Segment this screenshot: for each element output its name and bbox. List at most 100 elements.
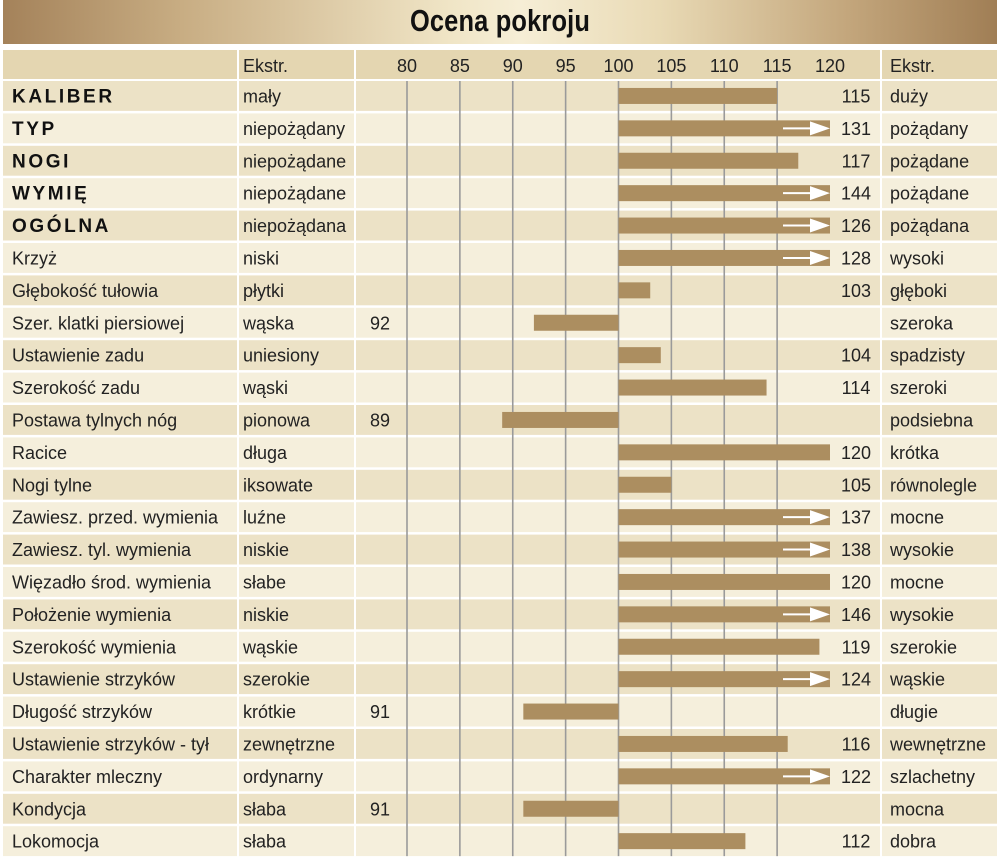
row-cell [239, 469, 354, 500]
bar [618, 249, 830, 266]
bar [618, 152, 799, 169]
low-extreme-label: słabe [243, 572, 286, 592]
row-cell [3, 340, 237, 371]
low-extreme-label: słaba [243, 799, 287, 819]
overflow-arrow-head [810, 542, 830, 557]
tick-label: 85 [450, 56, 470, 76]
row-cell [239, 372, 354, 403]
row-cell [239, 210, 354, 241]
bar [618, 833, 746, 850]
value-label: 124 [841, 670, 871, 690]
bar [618, 347, 661, 364]
low-extreme-label: niskie [243, 605, 289, 625]
row-cell [239, 307, 354, 338]
row-cell [882, 81, 997, 111]
row-cell [3, 664, 237, 695]
row-cell [239, 178, 354, 209]
trait-name: Krzyż [12, 248, 57, 268]
row-cell [882, 210, 997, 241]
value-label: 114 [842, 378, 871, 398]
title-bar: Ocena pokroju [3, 0, 997, 44]
value-label: 112 [842, 832, 871, 852]
bar [618, 185, 830, 202]
row-cell [3, 437, 237, 468]
row-cell [882, 761, 997, 792]
row-cell [239, 534, 354, 565]
trait-name: Nogi tylne [12, 475, 92, 495]
trait-name: Długość strzyków [12, 702, 153, 722]
bar [523, 703, 619, 720]
row-cell [239, 567, 354, 597]
high-extreme-label: pożądana [890, 216, 970, 236]
row-cell [239, 696, 354, 727]
value-label: 119 [842, 637, 871, 657]
trait-name: Postawa tylnych nóg [12, 410, 177, 430]
row-cell [3, 275, 237, 306]
row-cell [239, 437, 354, 468]
header-cell [239, 50, 354, 79]
low-extreme-label: wąskie [242, 637, 298, 657]
row-cell [3, 81, 237, 111]
high-extreme-label: dobra [890, 832, 937, 852]
value-label: 122 [841, 767, 871, 787]
row-cell [3, 793, 237, 824]
tick-label: 100 [603, 56, 633, 76]
value-label: 105 [841, 475, 871, 495]
bar [618, 509, 830, 526]
row-cell [239, 599, 354, 630]
high-extreme-label: pożądany [890, 119, 968, 139]
high-extreme-label: mocna [890, 799, 945, 819]
tick-label: 120 [815, 56, 845, 76]
low-extreme-label: iksowate [243, 475, 313, 495]
row-cell [239, 113, 354, 144]
trait-name: Ustawienie zadu [12, 346, 144, 366]
row-cell [3, 826, 237, 857]
overflow-arrow-head [810, 769, 830, 784]
header-left-extreme: Ekstr. [243, 56, 288, 76]
row-cell [239, 502, 354, 533]
high-extreme-label: krótka [890, 443, 940, 463]
row-cell [882, 664, 997, 695]
bar [618, 476, 672, 493]
low-extreme-label: wąski [242, 378, 288, 398]
tick-label: 95 [556, 56, 576, 76]
high-extreme-label: mocne [890, 508, 944, 528]
high-extreme-label: pożądane [890, 151, 969, 171]
row-cell [239, 243, 354, 273]
overflow-arrow-head [810, 607, 830, 622]
low-extreme-label: niepożądane [243, 184, 346, 204]
row-cell [239, 145, 354, 176]
row-cell [239, 793, 354, 824]
high-extreme-label: głęboki [890, 281, 947, 301]
value-label: 115 [842, 86, 871, 106]
value-label: 138 [841, 540, 871, 560]
high-extreme-label: podsiebna [890, 410, 974, 430]
trait-name: Charakter mleczny [12, 767, 162, 787]
overflow-arrow-head [810, 218, 830, 233]
trait-name: Położenie wymienia [12, 605, 172, 625]
header-cell [3, 50, 237, 79]
low-extreme-label: zewnętrzne [243, 734, 335, 754]
trait-name: Lokomocja [12, 832, 100, 852]
row-cell [239, 664, 354, 695]
row-cell [3, 178, 237, 209]
trait-name: TYP [12, 119, 57, 140]
chart-title: Ocena pokroju [409, 3, 591, 38]
value-label: 91 [370, 702, 390, 722]
row-cell [3, 372, 237, 403]
row-cell [239, 729, 354, 759]
row-cell [882, 437, 997, 468]
row-cell [882, 599, 997, 630]
row-cell [882, 243, 997, 273]
high-extreme-label: szeroki [890, 378, 947, 398]
bar [618, 735, 788, 752]
low-extreme-label: wąska [242, 313, 295, 333]
trait-name: WYMIĘ [12, 184, 89, 205]
low-extreme-label: niskie [243, 540, 289, 560]
row-cell [3, 761, 237, 792]
bar [618, 768, 830, 785]
trait-name: Zawiesz. przed. wymienia [12, 508, 219, 528]
bar [618, 541, 830, 558]
bar [618, 671, 830, 688]
low-extreme-label: mały [243, 86, 281, 106]
